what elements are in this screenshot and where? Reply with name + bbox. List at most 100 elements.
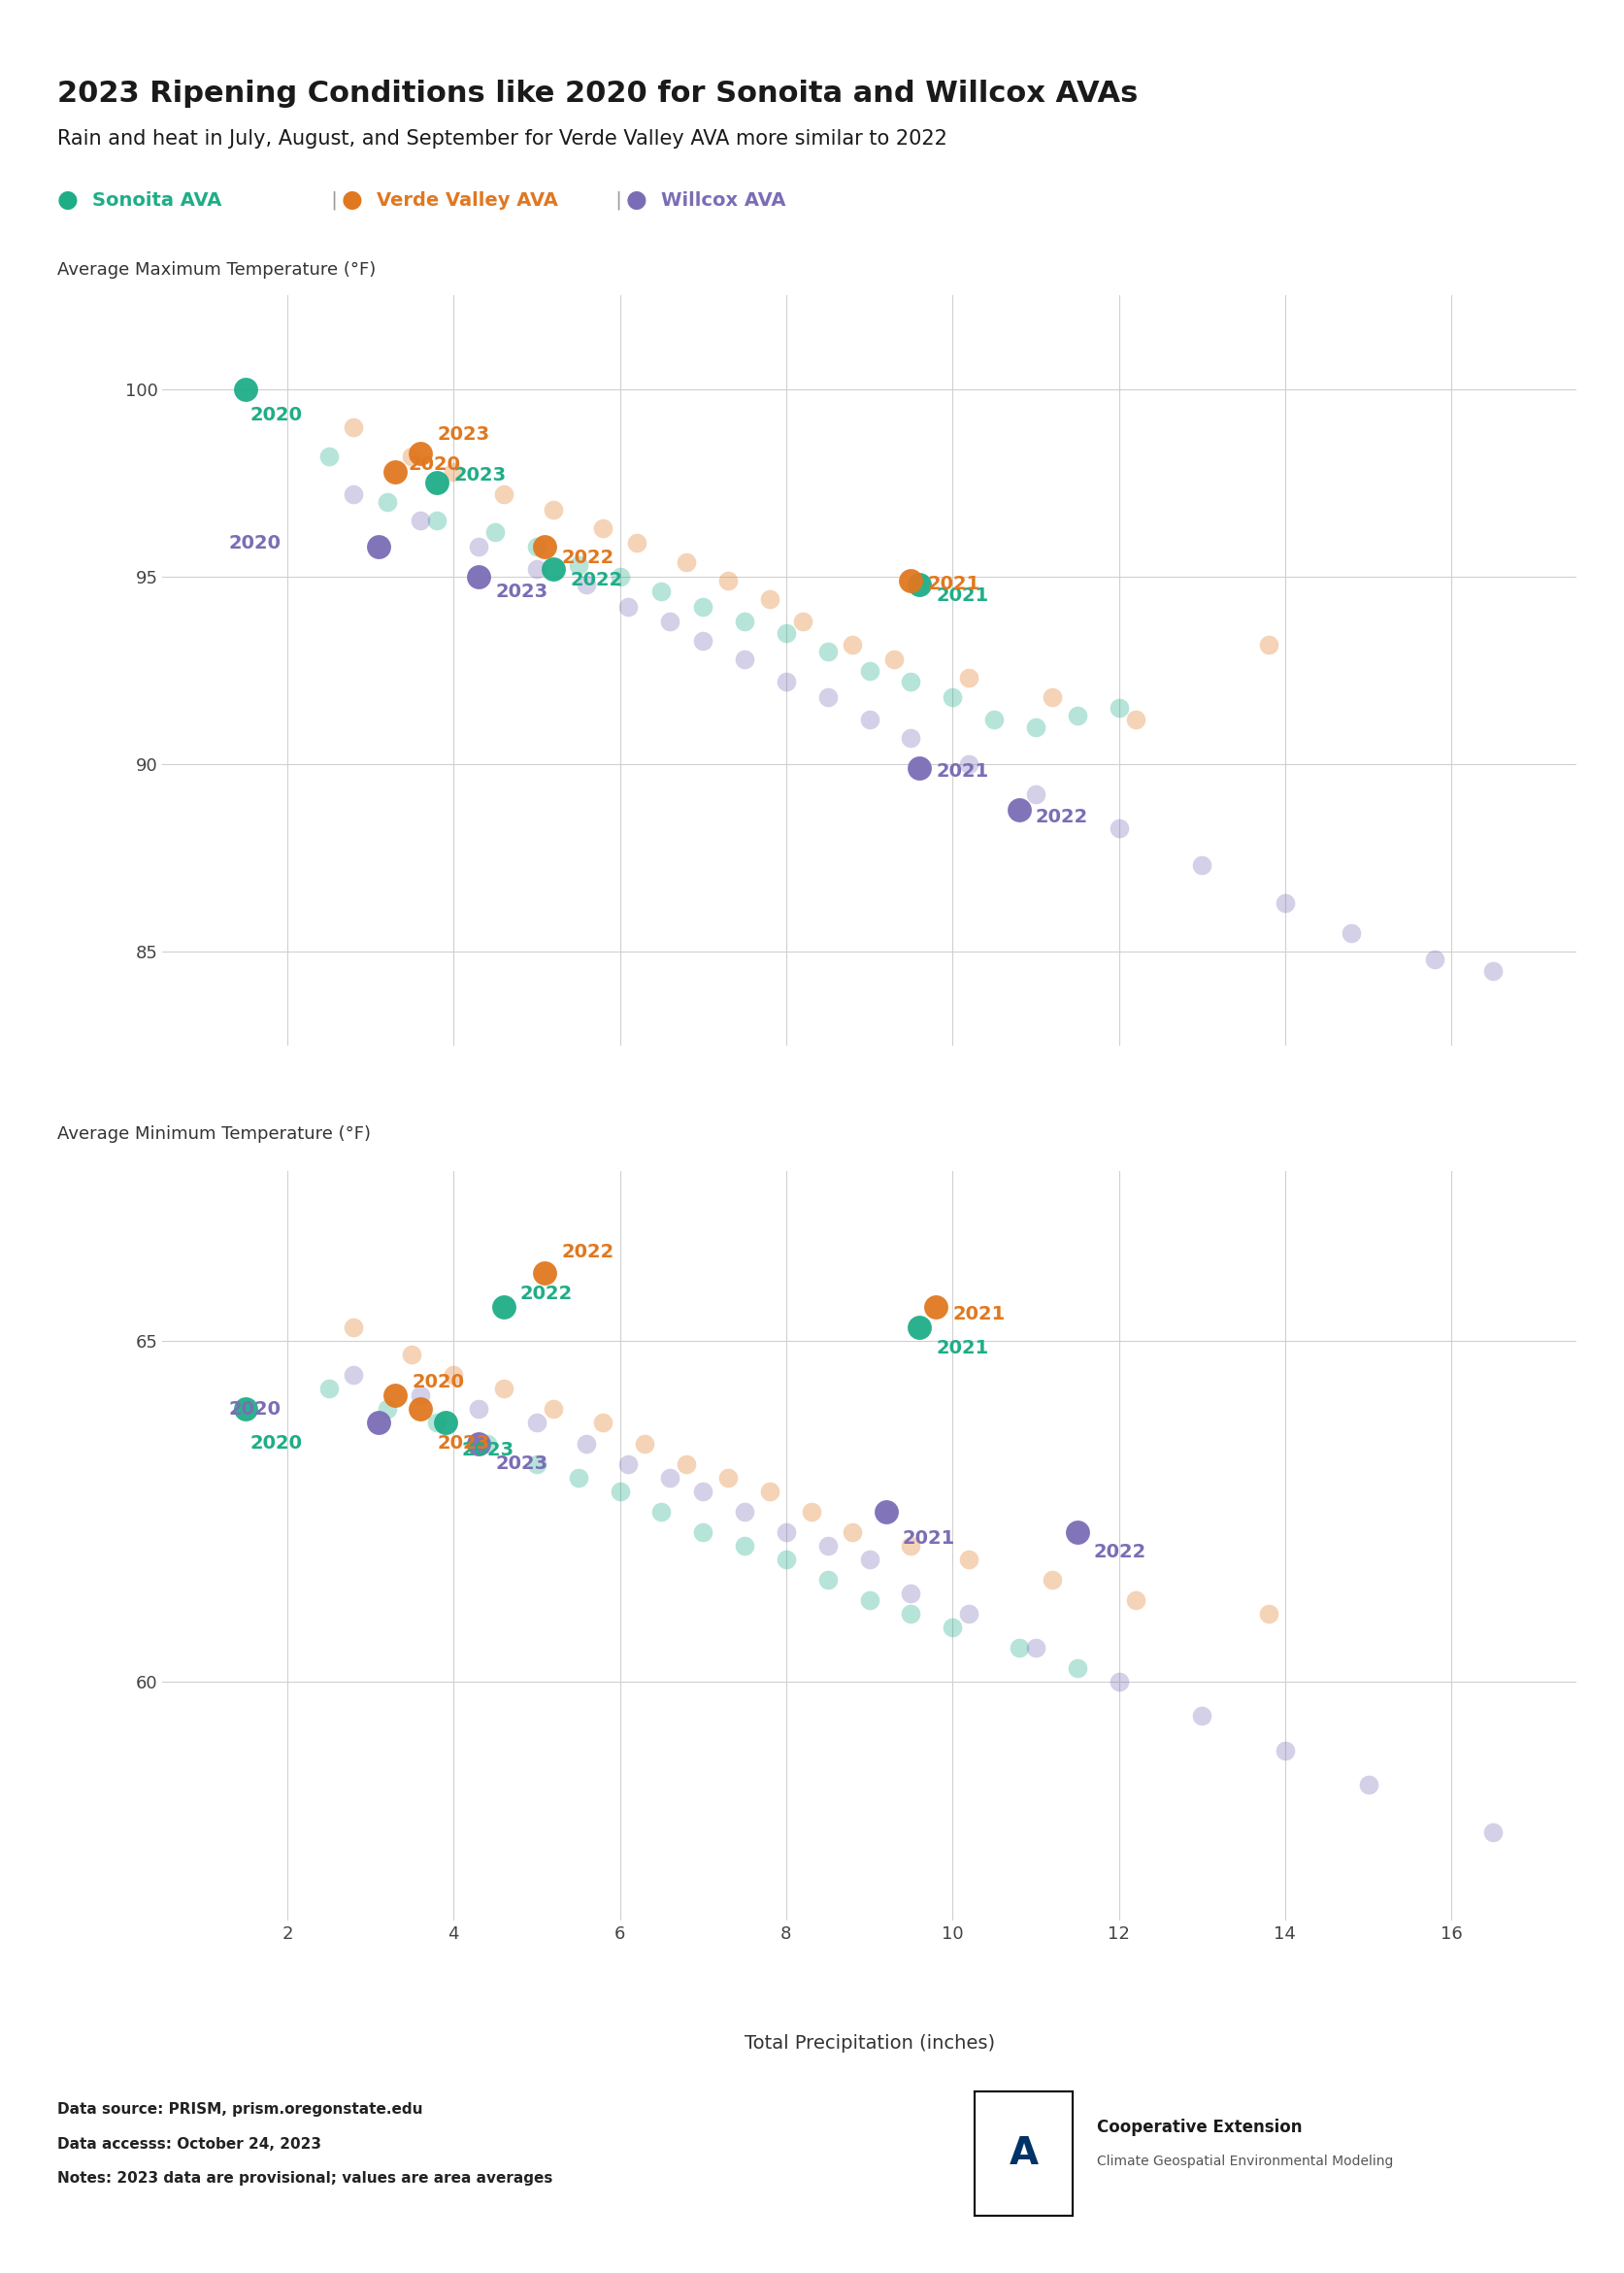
Point — [648, 573, 674, 609]
Point — [565, 1459, 591, 1496]
Point — [1255, 625, 1281, 661]
Point — [656, 1459, 682, 1496]
Point — [955, 746, 981, 782]
Point — [1039, 680, 1065, 716]
Point — [408, 1377, 434, 1414]
Point — [573, 566, 599, 602]
Text: 2023: 2023 — [461, 1441, 515, 1459]
Text: 2021: 2021 — [952, 1305, 1005, 1323]
Point — [541, 491, 567, 527]
Point — [1189, 1698, 1215, 1734]
Text: 2021: 2021 — [927, 575, 979, 593]
Point — [482, 514, 508, 550]
Point — [1021, 1630, 1047, 1666]
Point — [773, 664, 799, 700]
Point — [656, 605, 682, 641]
Point — [1106, 809, 1132, 846]
Point — [773, 1514, 799, 1550]
Point — [523, 1446, 549, 1482]
Text: 2023: 2023 — [495, 1455, 547, 1473]
Point — [690, 623, 716, 659]
Text: Data accesss: October 24, 2023: Data accesss: October 24, 2023 — [57, 2137, 320, 2150]
Point — [773, 614, 799, 650]
Point — [797, 1493, 823, 1530]
Point — [840, 1514, 866, 1550]
Point — [981, 700, 1007, 736]
Point — [606, 1473, 632, 1509]
Point — [1039, 1562, 1065, 1598]
Point — [464, 1391, 490, 1427]
Text: 2022: 2022 — [570, 571, 622, 589]
Point — [606, 559, 632, 596]
Point — [474, 1425, 500, 1462]
Point — [408, 502, 434, 539]
Text: Sonoita AVA: Sonoita AVA — [93, 191, 222, 209]
Point — [1021, 709, 1047, 746]
Point — [408, 434, 434, 471]
Text: 2020: 2020 — [229, 534, 281, 552]
Text: Notes: 2023 data are provisional; values are area averages: Notes: 2023 data are provisional; values… — [57, 2171, 552, 2184]
Text: |: | — [609, 191, 627, 209]
Point — [814, 634, 840, 671]
Text: ●: ● — [625, 189, 646, 211]
Point — [523, 550, 549, 586]
Point — [1272, 1732, 1298, 1768]
Point — [490, 1289, 516, 1325]
Point — [939, 1609, 965, 1646]
Point — [490, 1371, 516, 1407]
Text: 2022: 2022 — [562, 1243, 614, 1262]
Point — [814, 1527, 840, 1564]
Point — [1005, 1630, 1031, 1666]
Point — [955, 1541, 981, 1577]
Point — [1122, 1582, 1148, 1618]
Point — [632, 1425, 658, 1462]
Point — [856, 1541, 882, 1577]
Point — [408, 1391, 434, 1427]
Text: Willcox AVA: Willcox AVA — [661, 191, 786, 209]
Text: 2020: 2020 — [412, 1373, 464, 1391]
Text: 2022: 2022 — [1093, 1543, 1147, 1562]
Text: Data source: PRISM, prism.oregonstate.edu: Data source: PRISM, prism.oregonstate.ed… — [57, 2103, 422, 2116]
Point — [715, 1459, 741, 1496]
Point — [715, 561, 741, 598]
Point — [464, 1425, 490, 1462]
Point — [382, 455, 408, 491]
Point — [840, 625, 866, 661]
Point — [464, 530, 490, 566]
Point — [906, 750, 932, 786]
Text: Average Minimum Temperature (°F): Average Minimum Temperature (°F) — [57, 1125, 370, 1143]
Point — [648, 1493, 674, 1530]
Point — [374, 1391, 400, 1427]
Point — [814, 680, 840, 716]
Point — [814, 1562, 840, 1598]
Text: 2021: 2021 — [935, 586, 987, 605]
Point — [232, 370, 258, 407]
Text: Climate Geospatial Environmental Modeling: Climate Geospatial Environmental Modelin… — [1096, 2155, 1392, 2168]
Point — [1479, 952, 1505, 989]
Point — [341, 409, 367, 446]
Point — [1189, 848, 1215, 884]
Point — [731, 1493, 757, 1530]
Text: 2021: 2021 — [935, 761, 987, 782]
Point — [590, 1405, 615, 1441]
Text: 2023 Ripening Conditions like 2020 for Sonoita and Willcox AVAs: 2023 Ripening Conditions like 2020 for S… — [57, 80, 1137, 107]
Point — [955, 659, 981, 696]
Point — [1005, 791, 1031, 827]
Point — [1421, 941, 1447, 977]
Point — [1106, 689, 1132, 725]
Point — [757, 1473, 783, 1509]
Point — [615, 1446, 641, 1482]
Text: Rain and heat in July, August, and September for Verde Valley AVA more similar t: Rain and heat in July, August, and Septe… — [57, 130, 947, 150]
Point — [906, 1309, 932, 1346]
Point — [731, 1527, 757, 1564]
Text: 2023: 2023 — [437, 1434, 489, 1452]
Text: Average Maximum Temperature (°F): Average Maximum Temperature (°F) — [57, 261, 375, 280]
Text: 2020: 2020 — [250, 407, 302, 425]
Text: 2023: 2023 — [437, 425, 489, 443]
Point — [531, 1255, 557, 1291]
Text: 2020: 2020 — [229, 1400, 281, 1418]
Text: ●: ● — [341, 189, 362, 211]
Point — [690, 589, 716, 625]
Point — [573, 1425, 599, 1462]
Point — [400, 1337, 425, 1373]
